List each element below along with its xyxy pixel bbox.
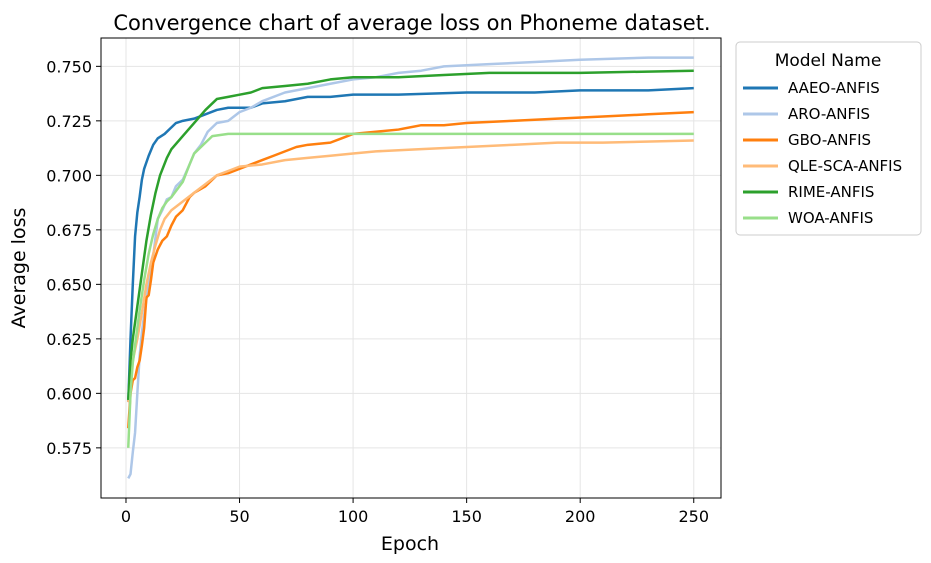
x-tick-label: 50 [229,507,249,526]
x-tick-label: 250 [678,507,709,526]
x-axis-title: Epoch [381,533,439,555]
legend-label-aro-anfis: ARO-ANFIS [788,105,870,123]
y-tick-label: 0.650 [46,275,92,294]
y-tick-label: 0.725 [46,112,92,131]
series-line-rime-anfis [127,69,694,400]
y-tick-label: 0.675 [46,221,92,240]
y-tick-label: 0.700 [46,166,92,185]
legend-label-qle-sca-anfis: QLE-SCA-ANFIS [788,157,902,175]
y-tick-label: 0.750 [46,57,92,76]
legend-title: Model Name [775,51,882,71]
y-axis-ticks: 0.575 0.600 0.625 0.650 0.675 0.700 0.725 0.750 [46,57,101,458]
y-axis-title: Average loss [8,208,30,329]
x-tick-label: 0 [121,507,131,526]
legend-label-woa-anfis: WOA-ANFIS [788,209,873,227]
legend-label-gbo-anfis: GBO-ANFIS [788,131,871,149]
x-tick-label: 100 [338,507,369,526]
legend-label-aaeo-anfis: AAEO-ANFIS [788,79,880,97]
x-tick-label: 200 [565,507,596,526]
series-line-aro-anfis [127,56,694,479]
legend-label-rime-anfis: RIME-ANFIS [788,183,874,201]
legend-box [735,41,922,236]
y-tick-label: 0.625 [46,330,92,349]
series-line-gbo-anfis [127,110,694,429]
x-axis-ticks: 0 50 100 150 200 250 [121,498,709,526]
series-lines [127,56,694,479]
grid [101,38,721,498]
legend: Model Name AAEO-ANFIS ARO-ANFIS GBO-ANFIS Q… [735,41,922,236]
x-tick-label: 150 [451,507,482,526]
series-line-aaeo-anfis [127,86,694,403]
series-line-qle-sca-anfis [127,139,694,403]
y-tick-label: 0.575 [46,439,92,458]
plot-frame [100,37,722,499]
series-line-woa-anfis [127,132,694,448]
chart-title: Convergence chart of average loss on Pho… [113,11,710,35]
y-tick-label: 0.600 [46,384,92,403]
legend-items: AAEO-ANFIS ARO-ANFIS GBO-ANFIS QLE-SCA-ANFI… [743,79,902,227]
